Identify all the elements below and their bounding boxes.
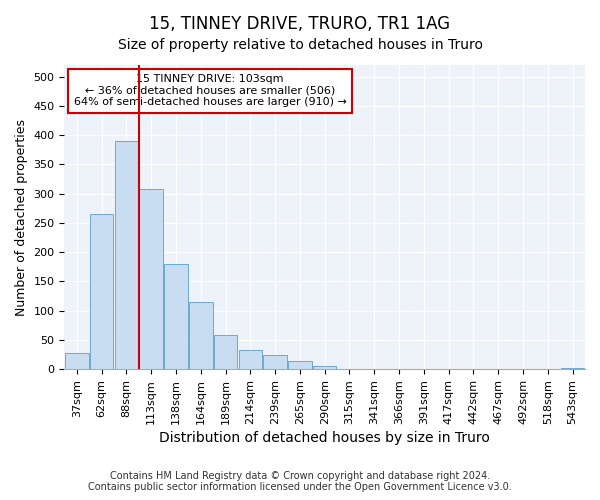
Bar (189, 302, 212, 369)
Text: 15 TINNEY DRIVE: 103sqm
← 36% of detached houses are smaller (506)
64% of semi-d: 15 TINNEY DRIVE: 103sqm ← 36% of detache… (74, 74, 347, 108)
Bar (313, 366, 337, 369)
Text: Size of property relative to detached houses in Truro: Size of property relative to detached ho… (118, 38, 482, 52)
Bar (164, 264, 188, 369)
Bar (561, 368, 584, 369)
Bar (288, 361, 311, 369)
Y-axis label: Number of detached properties: Number of detached properties (15, 118, 28, 316)
Bar (338, 368, 361, 369)
Bar (239, 350, 262, 369)
Text: Contains HM Land Registry data © Crown copyright and database right 2024.
Contai: Contains HM Land Registry data © Crown c… (88, 471, 512, 492)
Bar (214, 336, 238, 369)
Text: 15, TINNEY DRIVE, TRURO, TR1 1AG: 15, TINNEY DRIVE, TRURO, TR1 1AG (149, 15, 451, 33)
Bar (139, 189, 163, 369)
Bar (263, 354, 287, 369)
Bar (65, 353, 89, 369)
X-axis label: Distribution of detached houses by size in Truro: Distribution of detached houses by size … (159, 431, 490, 445)
Bar (115, 141, 138, 369)
Bar (90, 214, 113, 369)
